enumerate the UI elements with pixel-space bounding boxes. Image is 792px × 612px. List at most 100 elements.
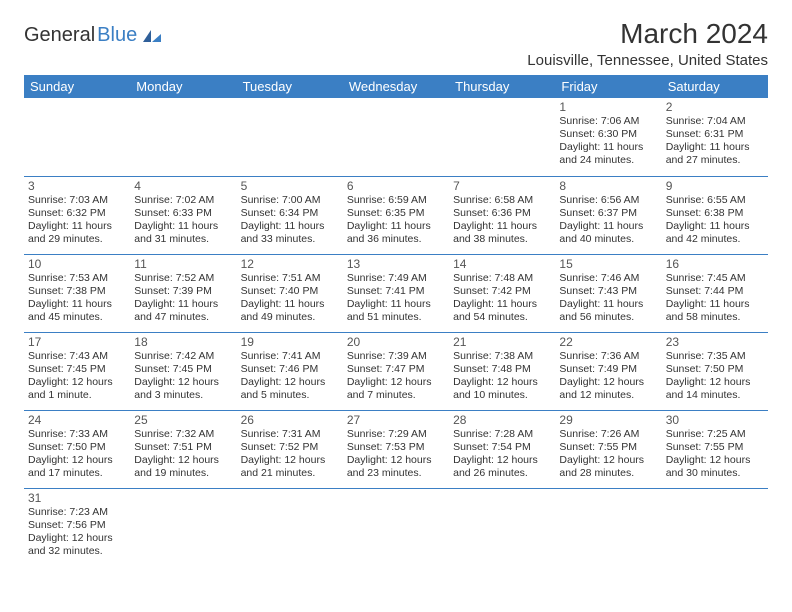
sunrise-line: Sunrise: 7:32 AM [134, 428, 232, 441]
day-number: 12 [241, 257, 339, 271]
sunset-line: Sunset: 7:50 PM [28, 441, 126, 454]
day-number: 17 [28, 335, 126, 349]
day-number: 3 [28, 179, 126, 193]
daylight-line: Daylight: 12 hours and 30 minutes. [666, 454, 764, 480]
day-number: 23 [666, 335, 764, 349]
sunset-line: Sunset: 6:36 PM [453, 207, 551, 220]
sunset-line: Sunset: 7:47 PM [347, 363, 445, 376]
calendar-day-cell: 20Sunrise: 7:39 AMSunset: 7:47 PMDayligh… [343, 332, 449, 410]
day-number: 1 [559, 100, 657, 114]
sunrise-line: Sunrise: 7:03 AM [28, 194, 126, 207]
daylight-line: Daylight: 12 hours and 26 minutes. [453, 454, 551, 480]
day-number: 20 [347, 335, 445, 349]
calendar-day-cell: 16Sunrise: 7:45 AMSunset: 7:44 PMDayligh… [662, 254, 768, 332]
day-info: Sunrise: 7:00 AMSunset: 6:34 PMDaylight:… [241, 194, 339, 247]
weekday-header: Monday [130, 75, 236, 98]
daylight-line: Daylight: 11 hours and 51 minutes. [347, 298, 445, 324]
sunrise-line: Sunrise: 6:59 AM [347, 194, 445, 207]
daylight-line: Daylight: 11 hours and 29 minutes. [28, 220, 126, 246]
page-header: General Blue March 2024 Louisville, Tenn… [24, 18, 768, 69]
day-info: Sunrise: 7:25 AMSunset: 7:55 PMDaylight:… [666, 428, 764, 481]
weekday-header: Tuesday [237, 75, 343, 98]
sunset-line: Sunset: 7:56 PM [28, 519, 126, 532]
weekday-header: Sunday [24, 75, 130, 98]
daylight-line: Daylight: 11 hours and 58 minutes. [666, 298, 764, 324]
calendar-day-cell: 15Sunrise: 7:46 AMSunset: 7:43 PMDayligh… [555, 254, 661, 332]
sunset-line: Sunset: 7:52 PM [241, 441, 339, 454]
day-info: Sunrise: 7:32 AMSunset: 7:51 PMDaylight:… [134, 428, 232, 481]
calendar-day-cell: 9Sunrise: 6:55 AMSunset: 6:38 PMDaylight… [662, 176, 768, 254]
day-info: Sunrise: 7:41 AMSunset: 7:46 PMDaylight:… [241, 350, 339, 403]
daylight-line: Daylight: 12 hours and 10 minutes. [453, 376, 551, 402]
day-number: 13 [347, 257, 445, 271]
title-block: March 2024 Louisville, Tennessee, United… [527, 18, 768, 69]
sunset-line: Sunset: 7:38 PM [28, 285, 126, 298]
calendar-header-row: SundayMondayTuesdayWednesdayThursdayFrid… [24, 75, 768, 98]
calendar-day-cell: 27Sunrise: 7:29 AMSunset: 7:53 PMDayligh… [343, 410, 449, 488]
calendar-day-cell: 22Sunrise: 7:36 AMSunset: 7:49 PMDayligh… [555, 332, 661, 410]
sunset-line: Sunset: 6:30 PM [559, 128, 657, 141]
daylight-line: Daylight: 11 hours and 42 minutes. [666, 220, 764, 246]
daylight-line: Daylight: 12 hours and 17 minutes. [28, 454, 126, 480]
sunset-line: Sunset: 7:42 PM [453, 285, 551, 298]
sunrise-line: Sunrise: 7:42 AM [134, 350, 232, 363]
calendar-day-cell: 17Sunrise: 7:43 AMSunset: 7:45 PMDayligh… [24, 332, 130, 410]
calendar-day-cell [343, 488, 449, 566]
calendar-day-cell: 30Sunrise: 7:25 AMSunset: 7:55 PMDayligh… [662, 410, 768, 488]
calendar-day-cell: 11Sunrise: 7:52 AMSunset: 7:39 PMDayligh… [130, 254, 236, 332]
calendar-day-cell [662, 488, 768, 566]
sunset-line: Sunset: 6:35 PM [347, 207, 445, 220]
sunset-line: Sunset: 7:55 PM [666, 441, 764, 454]
logo-word-blue: Blue [97, 24, 137, 47]
day-number: 14 [453, 257, 551, 271]
day-info: Sunrise: 7:51 AMSunset: 7:40 PMDaylight:… [241, 272, 339, 325]
sunset-line: Sunset: 7:48 PM [453, 363, 551, 376]
calendar-day-cell: 23Sunrise: 7:35 AMSunset: 7:50 PMDayligh… [662, 332, 768, 410]
day-number: 11 [134, 257, 232, 271]
calendar-day-cell: 12Sunrise: 7:51 AMSunset: 7:40 PMDayligh… [237, 254, 343, 332]
daylight-line: Daylight: 12 hours and 19 minutes. [134, 454, 232, 480]
day-number: 24 [28, 413, 126, 427]
day-number: 2 [666, 100, 764, 114]
sail-icon [141, 28, 163, 44]
month-title: March 2024 [527, 18, 768, 50]
location-text: Louisville, Tennessee, United States [527, 52, 768, 69]
sunrise-line: Sunrise: 7:25 AM [666, 428, 764, 441]
sunset-line: Sunset: 7:49 PM [559, 363, 657, 376]
calendar-day-cell: 6Sunrise: 6:59 AMSunset: 6:35 PMDaylight… [343, 176, 449, 254]
daylight-line: Daylight: 12 hours and 3 minutes. [134, 376, 232, 402]
daylight-line: Daylight: 11 hours and 24 minutes. [559, 141, 657, 167]
sunset-line: Sunset: 7:39 PM [134, 285, 232, 298]
sunset-line: Sunset: 7:41 PM [347, 285, 445, 298]
day-info: Sunrise: 7:31 AMSunset: 7:52 PMDaylight:… [241, 428, 339, 481]
daylight-line: Daylight: 11 hours and 56 minutes. [559, 298, 657, 324]
calendar-day-cell: 24Sunrise: 7:33 AMSunset: 7:50 PMDayligh… [24, 410, 130, 488]
sunset-line: Sunset: 7:50 PM [666, 363, 764, 376]
daylight-line: Daylight: 12 hours and 21 minutes. [241, 454, 339, 480]
day-number: 22 [559, 335, 657, 349]
day-number: 30 [666, 413, 764, 427]
sunrise-line: Sunrise: 6:55 AM [666, 194, 764, 207]
calendar-day-cell: 19Sunrise: 7:41 AMSunset: 7:46 PMDayligh… [237, 332, 343, 410]
sunset-line: Sunset: 7:51 PM [134, 441, 232, 454]
day-info: Sunrise: 7:26 AMSunset: 7:55 PMDaylight:… [559, 428, 657, 481]
weekday-header: Wednesday [343, 75, 449, 98]
calendar-day-cell: 25Sunrise: 7:32 AMSunset: 7:51 PMDayligh… [130, 410, 236, 488]
day-info: Sunrise: 7:33 AMSunset: 7:50 PMDaylight:… [28, 428, 126, 481]
day-info: Sunrise: 7:45 AMSunset: 7:44 PMDaylight:… [666, 272, 764, 325]
calendar-day-cell [555, 488, 661, 566]
calendar-day-cell: 4Sunrise: 7:02 AMSunset: 6:33 PMDaylight… [130, 176, 236, 254]
day-number: 25 [134, 413, 232, 427]
sunrise-line: Sunrise: 7:46 AM [559, 272, 657, 285]
sunset-line: Sunset: 7:45 PM [134, 363, 232, 376]
day-info: Sunrise: 6:58 AMSunset: 6:36 PMDaylight:… [453, 194, 551, 247]
sunset-line: Sunset: 7:44 PM [666, 285, 764, 298]
day-number: 8 [559, 179, 657, 193]
sunset-line: Sunset: 7:55 PM [559, 441, 657, 454]
calendar-day-cell [449, 98, 555, 176]
daylight-line: Daylight: 12 hours and 28 minutes. [559, 454, 657, 480]
sunset-line: Sunset: 7:54 PM [453, 441, 551, 454]
day-info: Sunrise: 7:38 AMSunset: 7:48 PMDaylight:… [453, 350, 551, 403]
calendar-day-cell [24, 98, 130, 176]
daylight-line: Daylight: 11 hours and 31 minutes. [134, 220, 232, 246]
